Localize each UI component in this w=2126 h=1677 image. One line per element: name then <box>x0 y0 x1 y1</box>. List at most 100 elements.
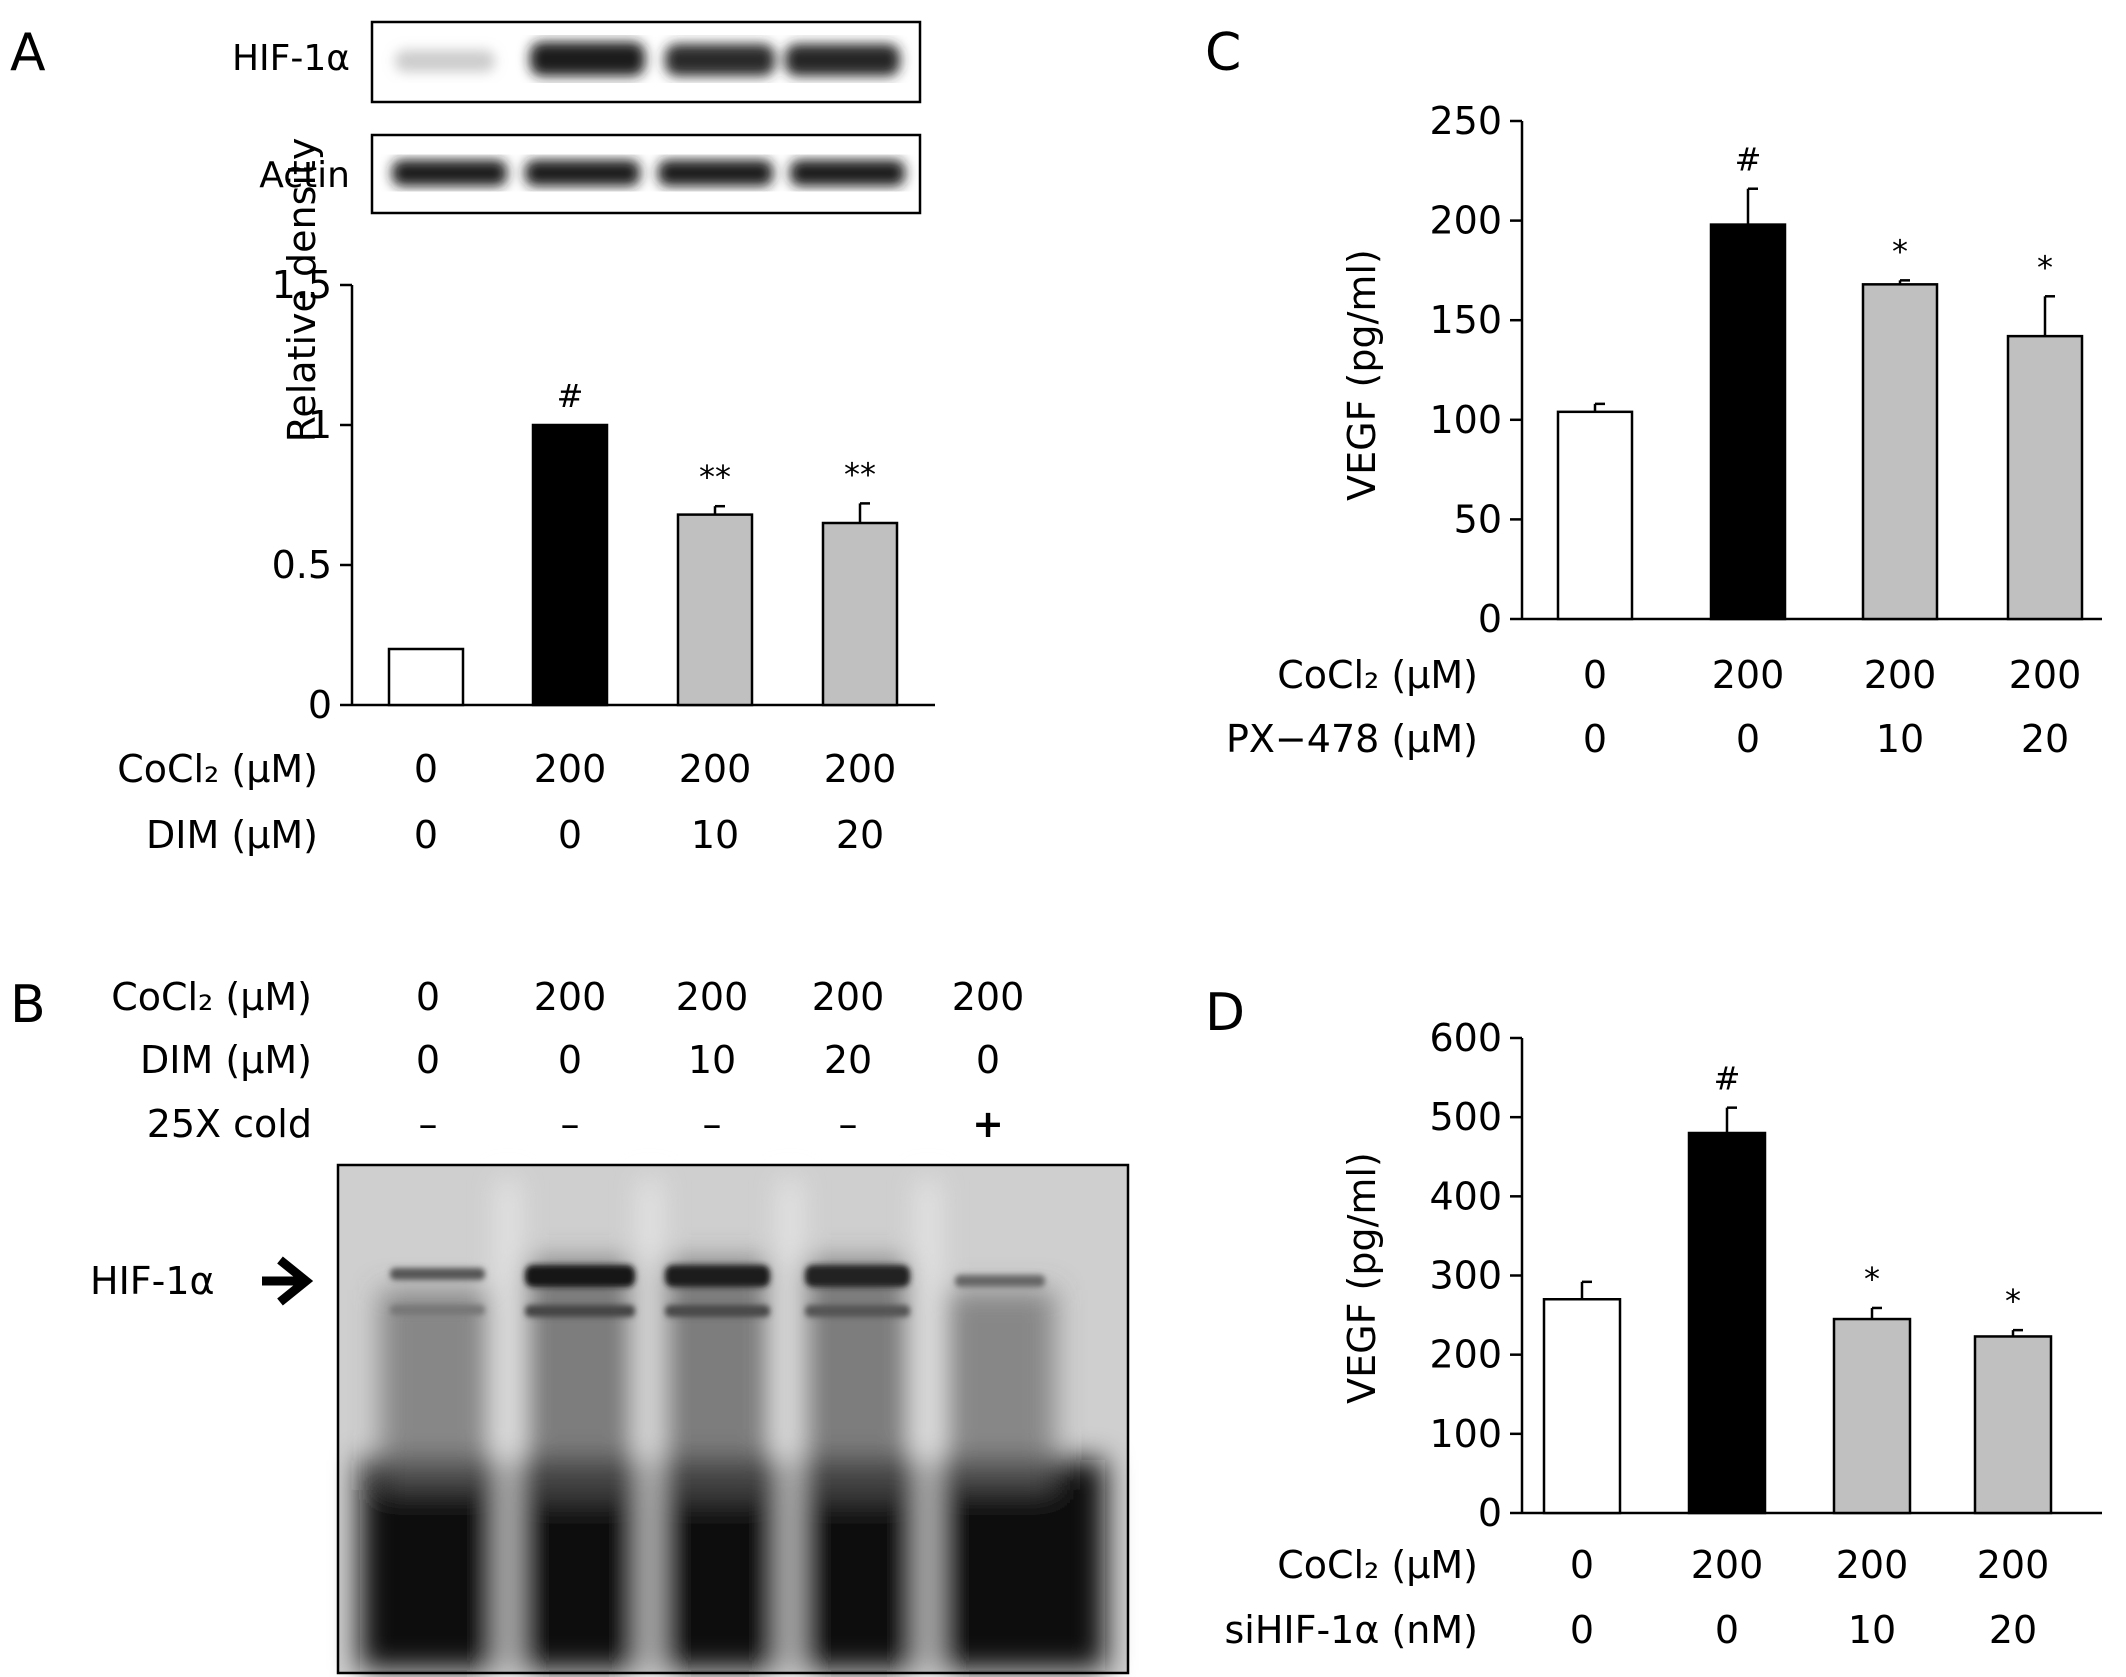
significance-marker: * <box>1892 232 1908 270</box>
chart-c: 0 50 100 150 200 250 VEGF (pg/ml) # * * <box>1340 99 2102 641</box>
y-axis-label: Relative density <box>280 138 324 443</box>
bar <box>387 647 465 707</box>
condition-rows-d: 0 200 200 200 0 0 10 20 <box>1570 1543 2049 1652</box>
band-label: HIF-1α <box>90 1259 215 1303</box>
bar <box>1687 1131 1767 1515</box>
panel-c-label: C <box>1205 23 1241 83</box>
condition-value: 0 <box>1570 1608 1594 1652</box>
arrow-right-icon <box>262 1256 314 1306</box>
condition-rows-a: 0 200 200 200 0 0 10 20 <box>414 747 896 857</box>
y-axis-label: VEGF (pg/ml) <box>1340 1152 1384 1404</box>
blot-actin <box>370 133 922 215</box>
condition-value: – <box>703 1102 722 1146</box>
condition-value: 0 <box>558 813 582 857</box>
condition-value: + <box>972 1102 1004 1146</box>
condition-value: 200 <box>1691 1543 1764 1587</box>
condition-value: 20 <box>1989 1608 2037 1652</box>
y-axis-label: VEGF (pg/ml) <box>1340 249 1384 501</box>
condition-value: 200 <box>1864 653 1937 697</box>
blot-label-actin: Actin <box>259 155 350 196</box>
significance-marker: # <box>557 377 584 415</box>
condition-value: 200 <box>1977 1543 2050 1587</box>
row-label: siHIF-1α (nM) <box>1224 1608 1478 1652</box>
chart-d: 0 100 200 300 400 500 600 VEGF (pg/ml) # * * <box>1340 1016 2102 1535</box>
row-label: CoCl₂ (μM) <box>117 747 318 791</box>
condition-value: 200 <box>534 747 607 791</box>
bar <box>531 423 609 707</box>
significance-marker: ** <box>844 455 876 493</box>
significance-marker: * <box>2037 248 2053 286</box>
y-tick-label: 200 <box>1429 1333 1502 1377</box>
condition-value: 0 <box>558 1038 582 1082</box>
condition-rows-c: 0 200 200 200 0 0 10 20 <box>1583 653 2081 761</box>
y-tick-label: 150 <box>1429 298 1502 342</box>
condition-value: 0 <box>414 747 438 791</box>
condition-value: 0 <box>416 1038 440 1082</box>
significance-marker: # <box>1714 1060 1741 1098</box>
y-tick-label: 0 <box>308 683 332 727</box>
emsa-gel <box>336 1163 1130 1675</box>
condition-value: – <box>419 1102 438 1146</box>
condition-value: – <box>561 1102 580 1146</box>
condition-value: 20 <box>824 1038 872 1082</box>
y-tick-label: 500 <box>1429 1095 1502 1139</box>
condition-value: 0 <box>1736 717 1760 761</box>
condition-value: 0 <box>1583 653 1607 697</box>
condition-value: 0 <box>1715 1608 1739 1652</box>
y-tick-label: 0.5 <box>272 543 332 587</box>
panel-b: B CoCl₂ (μM) DIM (μM) 25X cold 0 200 200 20… <box>10 975 1130 1675</box>
condition-value: 10 <box>691 813 739 857</box>
panel-a-label: A <box>10 23 46 83</box>
condition-value: 200 <box>1836 1543 1909 1587</box>
condition-value: 200 <box>676 975 749 1019</box>
bar <box>676 513 754 707</box>
bar <box>821 521 899 707</box>
condition-value: 0 <box>976 1038 1000 1082</box>
condition-value: 200 <box>679 747 752 791</box>
condition-value: 20 <box>2021 717 2069 761</box>
condition-value: 200 <box>952 975 1025 1019</box>
y-tick-label: 0 <box>1478 1491 1502 1535</box>
condition-value: 10 <box>688 1038 736 1082</box>
significance-marker: # <box>1735 141 1762 179</box>
condition-value: 200 <box>534 975 607 1019</box>
y-tick-label: 100 <box>1429 1412 1502 1456</box>
y-tick-label: 50 <box>1454 497 1502 541</box>
row-label: 25X cold <box>147 1102 312 1146</box>
row-label: CoCl₂ (μM) <box>111 975 312 1019</box>
condition-value: 200 <box>2009 653 2082 697</box>
significance-marker: ** <box>699 458 731 496</box>
condition-value: 200 <box>812 975 885 1019</box>
bar <box>1861 283 1939 621</box>
row-label: PX−478 (μM) <box>1226 717 1478 761</box>
y-tick-label: 600 <box>1429 1016 1502 1060</box>
condition-value: – <box>839 1102 858 1146</box>
row-label: CoCl₂ (μM) <box>1277 653 1478 697</box>
condition-value: 10 <box>1876 717 1924 761</box>
condition-value: 0 <box>416 975 440 1019</box>
y-tick-label: 0 <box>1478 597 1502 641</box>
bar <box>1832 1317 1912 1515</box>
panel-b-label: B <box>10 975 46 1035</box>
bar <box>2006 334 2084 621</box>
significance-marker: * <box>2005 1282 2021 1320</box>
bar <box>1709 223 1787 621</box>
condition-value: 20 <box>836 813 884 857</box>
condition-value: 200 <box>824 747 897 791</box>
y-tick-label: 250 <box>1429 99 1502 143</box>
condition-value: 0 <box>414 813 438 857</box>
condition-value: 0 <box>1583 717 1607 761</box>
y-tick-label: 100 <box>1429 398 1502 442</box>
y-tick-label: 400 <box>1429 1174 1502 1218</box>
y-tick-label: 300 <box>1429 1254 1502 1298</box>
bar <box>1973 1335 2053 1515</box>
significance-marker: * <box>1864 1260 1880 1298</box>
condition-value: 10 <box>1848 1608 1896 1652</box>
row-label: DIM (μM) <box>140 1038 312 1082</box>
blot-label-hif1a: HIF-1α <box>232 38 350 79</box>
